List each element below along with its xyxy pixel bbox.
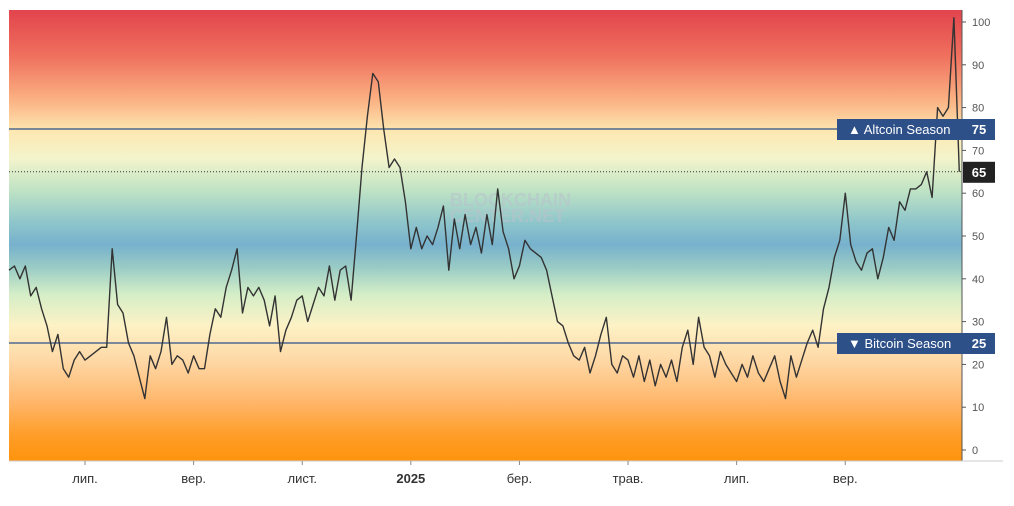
y-axis-ticks: 0 10 20 30 40 50 60 70 80 90 100: [962, 17, 990, 457]
x-tick-label: лист.: [287, 471, 316, 486]
x-tick-label: вер.: [833, 471, 858, 486]
watermark-line-2: CENTER.NET: [450, 206, 565, 226]
altcoin-season-value-box: [963, 119, 995, 140]
chart-background: [9, 10, 962, 461]
y-tick-label: 10: [972, 402, 984, 414]
x-tick-label: лип.: [72, 471, 98, 486]
bitcoin-season-value-box: [963, 333, 995, 354]
x-tick-label: вер.: [181, 471, 206, 486]
y-tick-label: 90: [972, 60, 984, 72]
x-tick-label: лип.: [724, 471, 750, 486]
y-tick-label: 70: [972, 145, 984, 157]
current-value-label: 65: [972, 165, 986, 180]
series-group: [8, 17, 960, 400]
y-tick-label: 0: [972, 445, 978, 457]
threshold-lines: [9, 128, 962, 344]
watermark-line-1: BLOCKCHAIN: [450, 190, 571, 210]
current-value-box: [963, 161, 995, 183]
y-tick-label: 80: [972, 103, 984, 115]
bitcoin-season-value: 25: [972, 336, 986, 351]
watermark: BLOCKCHAIN CENTER.NET: [450, 190, 571, 226]
y-tick-label: 40: [972, 274, 984, 286]
threshold-labels: ▲ Altcoin Season 75 ▼ Bitcoin Season 25 65: [837, 119, 995, 354]
y-tick-label: 50: [972, 231, 984, 243]
y-tick-label: 30: [972, 317, 984, 329]
bitcoin-season-label-box: [837, 333, 963, 354]
x-tick-label: трав.: [613, 471, 644, 486]
y-tick-label: 60: [972, 188, 984, 200]
x-axis-ticks: лип. вер. лист. 2025 бер. трав. лип. вер.: [72, 461, 858, 486]
bitcoin-season-label: ▼ Bitcoin Season: [848, 336, 951, 351]
x-tick-label: 2025: [396, 471, 425, 486]
y-tick-label: 100: [972, 17, 990, 29]
altcoin-season-value: 75: [972, 122, 986, 137]
y-tick-label: 20: [972, 359, 984, 371]
x-tick-label: бер.: [507, 471, 532, 486]
series-line: [8, 17, 960, 400]
altcoin-season-label: ▲ Altcoin Season: [848, 122, 950, 137]
altcoin-season-label-box: [837, 119, 963, 140]
